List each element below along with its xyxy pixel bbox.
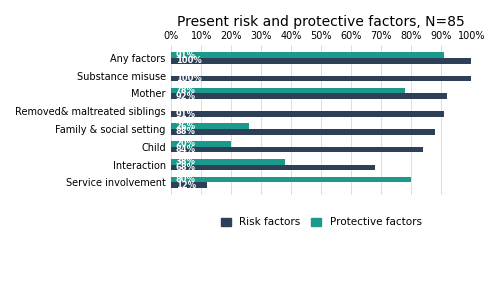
Bar <box>171 88 405 94</box>
Bar <box>171 177 411 182</box>
Bar <box>171 58 471 64</box>
Text: 92%: 92% <box>176 92 196 101</box>
Bar <box>171 164 375 170</box>
Bar <box>171 123 249 129</box>
Bar <box>171 159 285 164</box>
Text: 84%: 84% <box>176 145 196 154</box>
Bar <box>171 76 471 81</box>
Text: 26%: 26% <box>176 122 196 131</box>
Text: 100%: 100% <box>176 56 202 65</box>
Text: 20%: 20% <box>176 139 196 149</box>
Bar <box>171 94 447 99</box>
Text: 91%: 91% <box>176 110 196 119</box>
Bar <box>171 141 231 147</box>
Text: 80%: 80% <box>176 175 196 184</box>
Text: 100%: 100% <box>176 74 202 83</box>
Text: 12%: 12% <box>176 181 196 190</box>
Bar <box>171 52 444 58</box>
Text: 68%: 68% <box>176 163 196 172</box>
Title: Present risk and protective factors, N=85: Present risk and protective factors, N=8… <box>178 15 465 29</box>
Legend: Risk factors, Protective factors: Risk factors, Protective factors <box>216 213 426 231</box>
Text: 91%: 91% <box>176 51 196 60</box>
Text: 78%: 78% <box>176 86 196 95</box>
Bar <box>171 111 444 117</box>
Bar <box>171 147 423 152</box>
Bar <box>171 182 207 188</box>
Text: 88%: 88% <box>176 127 196 136</box>
Bar <box>171 129 435 135</box>
Text: 38%: 38% <box>176 157 196 166</box>
